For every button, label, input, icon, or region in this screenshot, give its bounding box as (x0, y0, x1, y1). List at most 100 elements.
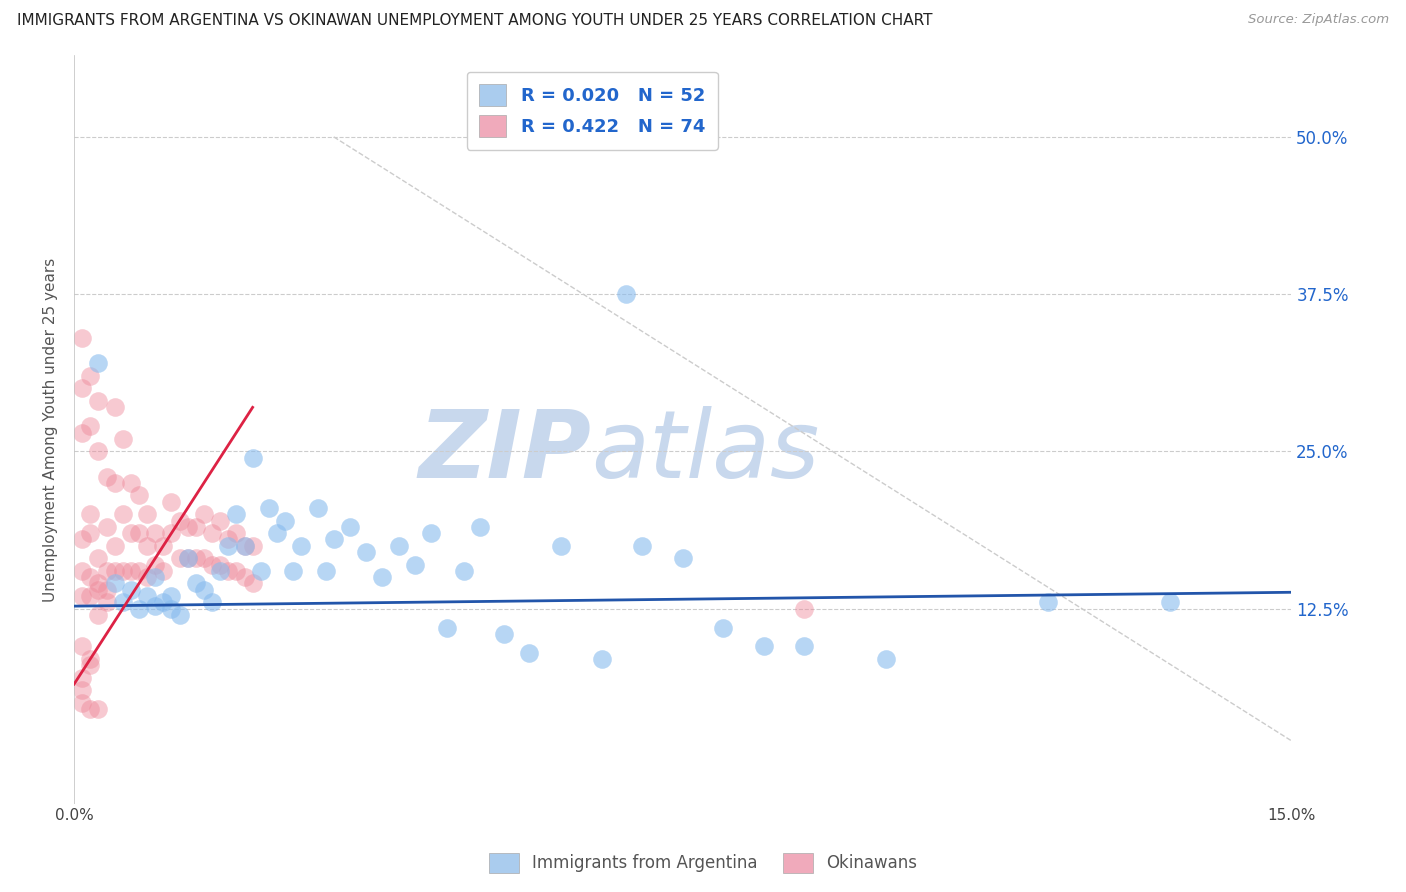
Point (209, 564, 232, 578)
Point (217, 564, 239, 578)
Point (233, 570, 256, 584)
Point (152, 564, 174, 578)
Point (87, 702, 110, 716)
Point (217, 539, 239, 553)
Point (87, 607, 110, 622)
Point (79, 526, 101, 541)
Point (70, 696, 93, 710)
Point (104, 564, 127, 578)
Point (233, 539, 256, 553)
Point (184, 520, 207, 534)
Point (79, 419, 101, 434)
Point (160, 601, 183, 615)
Point (339, 520, 361, 534)
Point (201, 526, 224, 541)
Point (209, 558, 232, 572)
Point (96, 520, 118, 534)
Point (128, 488, 150, 502)
Point (79, 589, 101, 603)
Point (591, 652, 613, 666)
Point (136, 589, 159, 603)
Point (70, 589, 93, 603)
Point (104, 401, 127, 415)
Point (87, 356, 110, 370)
Point (70, 533, 93, 547)
Point (70, 382, 93, 396)
Point (517, 646, 540, 660)
Point (152, 539, 174, 553)
Point (70, 683, 93, 698)
Point (79, 658, 101, 673)
Point (160, 589, 183, 603)
Point (550, 539, 572, 553)
Point (79, 368, 101, 383)
Point (225, 564, 247, 578)
Point (111, 564, 134, 578)
Text: atlas: atlas (592, 407, 820, 498)
Point (436, 620, 458, 634)
Point (87, 582, 110, 597)
Point (468, 520, 491, 534)
Point (143, 558, 166, 572)
Point (249, 564, 271, 578)
Point (136, 539, 159, 553)
Point (225, 508, 247, 522)
Point (169, 551, 191, 566)
Point (169, 607, 191, 622)
Point (111, 432, 134, 446)
Point (184, 576, 207, 591)
Point (177, 551, 200, 566)
Text: ZIP: ZIP (419, 406, 592, 498)
Point (87, 551, 110, 566)
Point (70, 671, 93, 685)
Point (79, 570, 101, 584)
Point (120, 564, 142, 578)
Point (209, 514, 232, 528)
Point (128, 526, 150, 541)
Point (233, 539, 256, 553)
Point (752, 640, 775, 654)
Point (875, 652, 897, 666)
Point (152, 595, 174, 609)
Point (217, 533, 239, 547)
Point (128, 601, 150, 615)
Legend: R = 0.020   N = 52, R = 0.422   N = 74: R = 0.020 N = 52, R = 0.422 N = 74 (467, 71, 717, 150)
Point (193, 582, 215, 597)
Legend: Immigrants from Argentina, Okinawans: Immigrants from Argentina, Okinawans (482, 847, 924, 880)
Point (201, 558, 224, 572)
Point (143, 570, 166, 584)
Point (1036, 595, 1059, 609)
Point (283, 564, 305, 578)
Point (193, 551, 215, 566)
Point (169, 514, 191, 528)
Point (266, 526, 288, 541)
Point (242, 539, 264, 553)
Point (307, 501, 329, 516)
Point (120, 582, 142, 597)
Point (711, 620, 734, 634)
Point (322, 533, 344, 547)
Point (354, 545, 377, 559)
Point (70, 425, 93, 440)
Point (453, 564, 475, 578)
Point (242, 450, 264, 465)
Point (177, 551, 200, 566)
Point (494, 627, 516, 641)
Point (96, 582, 118, 597)
Point (793, 640, 815, 654)
Point (70, 640, 93, 654)
Point (143, 526, 166, 541)
Text: IMMIGRANTS FROM ARGENTINA VS OKINAWAN UNEMPLOYMENT AMONG YOUTH UNDER 25 YEARS CO: IMMIGRANTS FROM ARGENTINA VS OKINAWAN UN… (17, 13, 932, 29)
Point (315, 564, 337, 578)
Point (160, 526, 183, 541)
Point (420, 526, 443, 541)
Point (104, 576, 127, 591)
Point (193, 508, 215, 522)
Point (96, 595, 118, 609)
Point (1159, 595, 1181, 609)
Point (274, 514, 297, 528)
Point (290, 539, 312, 553)
Point (120, 475, 142, 490)
Point (128, 564, 150, 578)
Point (111, 595, 134, 609)
